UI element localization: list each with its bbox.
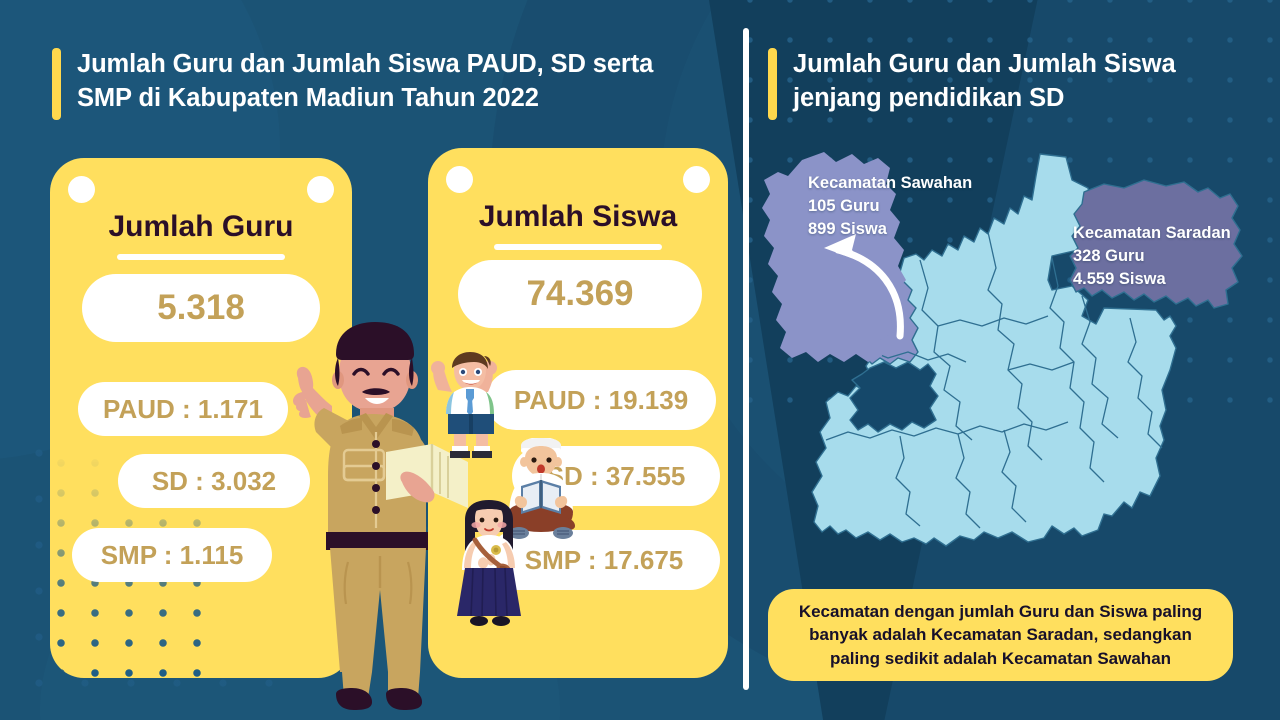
card-siswa-row-paud: PAUD : 19.139 — [486, 370, 716, 430]
card-heading-underline — [117, 254, 285, 260]
map-svg — [762, 152, 1243, 547]
kabupaten-madiun-map — [752, 140, 1280, 580]
card-hole-right-icon — [307, 176, 334, 203]
card-guru-heading: Jumlah Guru — [108, 210, 294, 243]
card-siswa-row-smp: SMP : 17.675 — [488, 530, 720, 590]
left-panel-title-text: Jumlah Guru dan Jumlah Siswa PAUD, SD se… — [77, 50, 654, 112]
teacher-illustration — [293, 322, 468, 710]
title-accent-bar — [768, 48, 777, 120]
student-girl-illustration — [457, 500, 521, 626]
panel-divider — [743, 28, 749, 690]
summary-note-box: Kecamatan dengan jumlah Guru dan Siswa p… — [768, 589, 1233, 681]
map-arrow-head-icon — [824, 234, 862, 262]
right-panel-title-text: Jumlah Guru dan Jumlah Siswa jenjang pen… — [793, 50, 1176, 112]
map-label-saradan: Kecamatan Saradan 328 Guru 4.559 Siswa — [1073, 224, 1231, 288]
card-siswa-heading: Jumlah Siswa — [478, 200, 678, 233]
card-siswa-total: 74.369 — [458, 260, 702, 328]
right-panel-title: Jumlah Guru dan Jumlah Siswa jenjang pen… — [768, 48, 1238, 120]
map-region-dark-patch — [849, 361, 939, 433]
card-guru-row-paud: PAUD : 1.171 — [78, 382, 288, 436]
card-guru-total: 5.318 — [82, 274, 320, 342]
card-hole-left-icon — [68, 176, 95, 203]
map-region-main — [811, 153, 1177, 547]
card-guru-row-smp: SMP : 1.115 — [72, 528, 272, 582]
card-guru-row-sd: SD : 3.032 — [118, 454, 310, 508]
summary-note-text: Kecamatan dengan jumlah Guru dan Siswa p… — [798, 601, 1203, 668]
map-region-saradan — [1069, 179, 1243, 309]
card-hole-left-icon — [446, 166, 473, 193]
student-sd-boy-illustration — [431, 352, 497, 458]
left-panel-title: Jumlah Guru dan Jumlah Siswa PAUD, SD se… — [52, 48, 712, 120]
card-heading-underline — [494, 244, 662, 250]
stat-card-guru: Jumlah Guru 5.318 PAUD : 1.171 SD : 3.03… — [50, 158, 352, 678]
map-inset-sawahan — [762, 152, 906, 362]
card-hole-right-icon — [683, 166, 710, 193]
map-label-sawahan: Kecamatan Sawahan 105 Guru 899 Siswa — [808, 174, 973, 238]
title-accent-bar — [52, 48, 61, 120]
